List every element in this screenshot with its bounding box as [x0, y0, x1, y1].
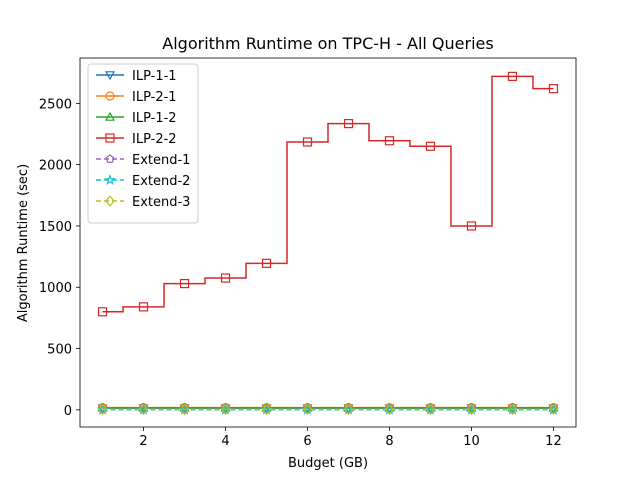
series-extend-3-point	[507, 403, 518, 416]
series-extend-3-point	[466, 403, 477, 416]
legend-item-extend-3-label: Extend-3	[132, 195, 190, 210]
y-tick-label: 2000	[39, 159, 72, 174]
legend-box	[87, 63, 199, 224]
series-ilp-2-2-point	[384, 136, 395, 146]
legend-item-extend-2-label: Extend-2	[132, 174, 190, 189]
series-extend-3-point	[425, 403, 436, 416]
legend-item-extend-3: Extend-3	[96, 195, 190, 210]
y-tick-label: 1000	[39, 281, 72, 296]
series-extend-3-point	[343, 403, 354, 416]
legend: ILP-1-1 ILP-2-1 ILP-1-2 ILP-2-2 Extend-1 Exte…	[87, 63, 199, 224]
legend-item-ilp-1-1-label: ILP-1-1	[132, 69, 177, 84]
legend-item-ilp-2-1: ILP-2-1	[96, 90, 177, 105]
series-ilp-2-2-point	[220, 273, 231, 283]
y-axis-ticks: 0 500 1000 1500 2000 2500	[39, 97, 80, 419]
series-ilp-2-2-point	[466, 221, 477, 231]
series-extend-3-point	[548, 403, 559, 416]
legend-item-extend-1-marker	[105, 154, 115, 163]
chart-title: Algorithm Runtime on TPC-H - All Queries	[162, 34, 493, 53]
legend-item-ilp-1-2-marker	[104, 111, 116, 121]
legend-item-extend-2: Extend-2	[96, 173, 190, 189]
series-extend-3-point	[384, 403, 395, 416]
series-ilp-2-2-point	[97, 307, 108, 317]
legend-item-extend-1: Extend-1	[96, 153, 190, 168]
legend-item-ilp-2-1-label: ILP-2-1	[132, 90, 177, 105]
series-ilp-2-2-point	[138, 302, 149, 312]
y-tick-label: 500	[47, 343, 72, 358]
y-tick-label: 1500	[39, 220, 72, 235]
legend-item-ilp-2-1-marker	[105, 91, 115, 101]
series-extend-3-point	[179, 403, 190, 416]
legend-item-ilp-1-2: ILP-1-2	[96, 111, 177, 126]
legend-item-ilp-2-2-marker	[105, 133, 115, 143]
axes-frame	[79, 57, 577, 428]
x-tick-label: 4	[221, 434, 229, 449]
x-tick-label: 10	[463, 434, 480, 449]
series-ilp-2-2-point	[179, 278, 190, 289]
x-tick-label: 12	[545, 434, 562, 449]
series-lines	[96, 71, 560, 416]
series-extend-3-point	[97, 403, 108, 416]
series-ilp-2-2-point	[261, 258, 272, 268]
series-ilp-2-2-point	[548, 84, 559, 94]
legend-item-extend-1-label: Extend-1	[132, 153, 190, 168]
legend-item-extend-3-marker	[105, 195, 115, 207]
x-axis-ticks: 2 4 6 8 10 12	[139, 427, 562, 449]
plot-area: 2 4 6 8 10 12 0 500 1000 1500 2000 2500 ILP-1-1 ILP-2…	[39, 57, 577, 449]
series-extend-3-point	[302, 403, 313, 416]
x-tick-label: 8	[385, 434, 393, 449]
series-ilp-2-2-point	[507, 71, 518, 81]
legend-item-ilp-1-2-label: ILP-1-2	[132, 111, 177, 126]
series-extend-3	[97, 403, 559, 416]
series-ilp-2-2-line	[102, 75, 554, 313]
legend-item-ilp-1-1-marker	[104, 71, 116, 81]
series-extend-3-point	[261, 403, 272, 416]
legend-item-ilp-2-2-label: ILP-2-2	[132, 132, 177, 147]
y-tick-label: 2500	[39, 97, 72, 112]
series-extend-3-point	[220, 403, 231, 416]
y-tick-label: 0	[64, 404, 72, 419]
series-ilp-2-2-point	[343, 118, 354, 129]
x-tick-label: 6	[303, 434, 311, 449]
legend-item-extend-2-marker	[104, 173, 116, 185]
legend-item-ilp-2-2: ILP-2-2	[96, 132, 177, 147]
x-axis-label: Budget (GB)	[288, 456, 368, 471]
x-tick-label: 2	[139, 434, 147, 449]
legend-item-ilp-1-1: ILP-1-1	[96, 69, 177, 84]
series-ilp-2-2-point	[425, 141, 436, 151]
series-ilp-2-2-point	[302, 137, 313, 147]
y-axis-label: Algorithm Runtime (sec)	[16, 164, 31, 322]
series-ilp-2-2	[97, 71, 559, 317]
series-extend-3-point	[138, 403, 149, 416]
